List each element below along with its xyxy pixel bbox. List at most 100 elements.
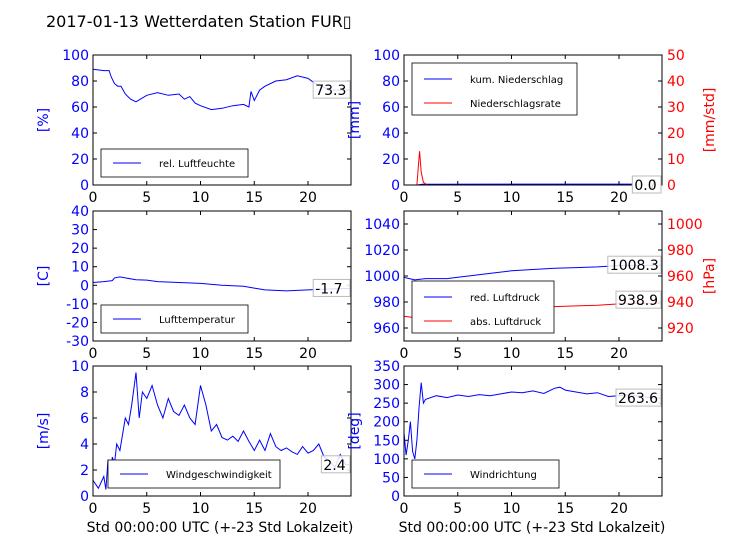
x-tick-label-humidity: 10 <box>192 190 210 206</box>
x-tick-label-precip: 0 <box>400 190 409 206</box>
last-value2-pressure: 938.9 <box>618 293 658 309</box>
last-value2-pressure-box <box>615 290 662 309</box>
series-line-wind_speed-0 <box>93 372 351 490</box>
x-tick-label-humidity: 15 <box>245 190 263 206</box>
y-tick-label-pressure: 1000 <box>364 269 400 285</box>
series-line-temperature-0 <box>93 276 351 292</box>
y2-tick-label-precip: 50 <box>667 48 685 64</box>
y-tick-label-precip: 20 <box>382 152 400 168</box>
x-tick-label-wind_dir: 5 <box>453 501 462 517</box>
last-value-precip: 0.0 <box>634 178 656 194</box>
ylabel-wind_speed: [m/s] <box>36 413 52 450</box>
y2-tick-label-pressure: 920 <box>667 321 694 337</box>
y-tick-label-humidity: 40 <box>71 126 89 142</box>
y-tick-label-precip: 0 <box>391 178 400 194</box>
y-tick-label-wind_dir: 0 <box>391 489 400 505</box>
x-tick-label-temperature: 20 <box>299 346 317 362</box>
y-tick-label-humidity: 20 <box>71 152 89 168</box>
y-tick-label-wind_dir: 250 <box>373 396 400 412</box>
y2-tick-label-pressure: 960 <box>667 269 694 285</box>
axes-frame-wind_dir <box>403 365 663 497</box>
axes-frame-wind_speed <box>92 365 352 497</box>
last-value-wind_speed-box <box>320 455 351 474</box>
y2-tick-label-precip: 10 <box>667 152 685 168</box>
last-value-wind_speed: 2.4 <box>323 458 345 474</box>
legend-label-pressure-1: abs. Luftdruck <box>470 317 541 328</box>
y-tick-label-wind_speed: 2 <box>80 463 89 479</box>
y-tick-label-wind_speed: 0 <box>80 489 89 505</box>
y-tick-label-temperature: 30 <box>71 223 89 239</box>
y-tick-label-wind_dir: 200 <box>373 415 400 431</box>
xlabel-left: Std 00:00:00 UTC (+-23 Std Lokalzeit) <box>87 520 354 536</box>
x-tick-label-precip: 5 <box>453 190 462 206</box>
last-value-temperature: -1.7 <box>315 281 342 297</box>
y-tick-label-humidity: 0 <box>80 178 89 194</box>
ylabel-humidity: [%] <box>36 108 52 132</box>
y2-tick-label-precip: 40 <box>667 74 685 90</box>
y-tick-label-temperature: -20 <box>66 315 89 331</box>
x-tick-label-wind_speed: 20 <box>299 501 317 517</box>
legend-label-wind_dir-0: Windrichtung <box>470 470 537 481</box>
panel-wind_dir: 0 5 10 15 20050100150200250300350[deg]263.6W… <box>347 359 663 517</box>
panel-pressure: 0 5 10 15 20 960 980 1000 1020 1040 920 940 960 980 10… <box>364 210 718 362</box>
x-tick-label-pressure: 5 <box>453 346 462 362</box>
y-tick-label-humidity: 60 <box>71 100 89 116</box>
legend-label-wind_speed-0: Windgeschwindigkeit <box>166 470 272 481</box>
y-tick-label-humidity: 80 <box>71 74 89 90</box>
x-tick-label-wind_dir: 10 <box>503 501 521 517</box>
legend-label-pressure-0: red. Luftdruck <box>470 293 540 304</box>
y-tick-label-pressure: 960 <box>373 321 400 337</box>
x-tick-label-precip: 10 <box>503 190 521 206</box>
y-tick-label-wind_dir: 300 <box>373 378 400 394</box>
x-tick-label-wind_speed: 10 <box>192 501 210 517</box>
legend-precip <box>411 62 578 116</box>
y-tick-label-pressure: 1020 <box>364 243 400 259</box>
panel-temperature: 0 5 10 15 20 -30 -20 -10 0 10 20 30 40 [C] -1.7 Lufttem… <box>36 204 352 362</box>
legend-label-precip-0: kum. Niederschlag <box>470 75 563 86</box>
y-tick-label-temperature: 40 <box>71 204 89 220</box>
x-tick-label-pressure: 20 <box>610 346 628 362</box>
y2label-pressure: [hPa] <box>702 258 718 294</box>
legend-label-temperature-0: Lufttemperatur <box>159 315 236 326</box>
legend-pressure <box>411 280 555 334</box>
y-tick-label-precip: 60 <box>382 100 400 116</box>
x-tick-label-wind_speed: 0 <box>89 501 98 517</box>
y-tick-label-precip: 40 <box>382 126 400 142</box>
y-tick-label-pressure: 980 <box>373 295 400 311</box>
last-value-wind_dir-box <box>615 388 662 407</box>
last-value-pressure-box <box>607 255 662 274</box>
y-tick-label-wind_dir: 150 <box>373 433 400 449</box>
legend-label-humidity-0: rel. Luftfeuchte <box>159 159 235 170</box>
last-value-temperature-box <box>312 278 351 297</box>
y2label-precip: [mm/std] <box>702 88 718 153</box>
x-tick-label-pressure: 10 <box>503 346 521 362</box>
x-tick-label-wind_dir: 15 <box>556 501 574 517</box>
y-tick-label-temperature: -30 <box>66 334 89 350</box>
x-tick-label-wind_dir: 20 <box>610 501 628 517</box>
y-tick-label-precip: 80 <box>382 74 400 90</box>
x-tick-label-pressure: 15 <box>556 346 574 362</box>
y-tick-label-wind_speed: 8 <box>80 385 89 401</box>
y-tick-label-wind_dir: 50 <box>382 470 400 486</box>
x-tick-label-humidity: 5 <box>142 190 151 206</box>
y-tick-label-humidity: 100 <box>62 48 89 64</box>
legend-label-precip-1: Niederschlagsrate <box>470 99 561 110</box>
y2-tick-label-pressure: 940 <box>667 295 694 311</box>
last-value-pressure: 1008.3 <box>610 258 659 274</box>
panel-precip: 0 5 10 15 20 0 20 40 60 80 100 0 10 20 30 40 50 [mm] [mm/s… <box>347 48 718 206</box>
axes-frame-precip <box>403 54 663 186</box>
x-tick-label-precip: 15 <box>556 190 574 206</box>
axes-frame-humidity <box>92 54 352 186</box>
y2-tick-label-precip: 20 <box>667 126 685 142</box>
y2-tick-label-precip: 0 <box>667 178 676 194</box>
y-tick-label-temperature: 0 <box>80 278 89 294</box>
x-tick-label-temperature: 15 <box>245 346 263 362</box>
last-value-precip-box <box>631 175 662 194</box>
y-tick-label-temperature: 10 <box>71 260 89 276</box>
x-tick-label-temperature: 5 <box>142 346 151 362</box>
x-tick-label-humidity: 0 <box>89 190 98 206</box>
x-tick-label-wind_speed: 15 <box>245 501 263 517</box>
figure-title: 2017-01-13 Wetterdaten Station FUR▯ <box>46 12 352 31</box>
y-tick-label-wind_speed: 4 <box>80 437 89 453</box>
